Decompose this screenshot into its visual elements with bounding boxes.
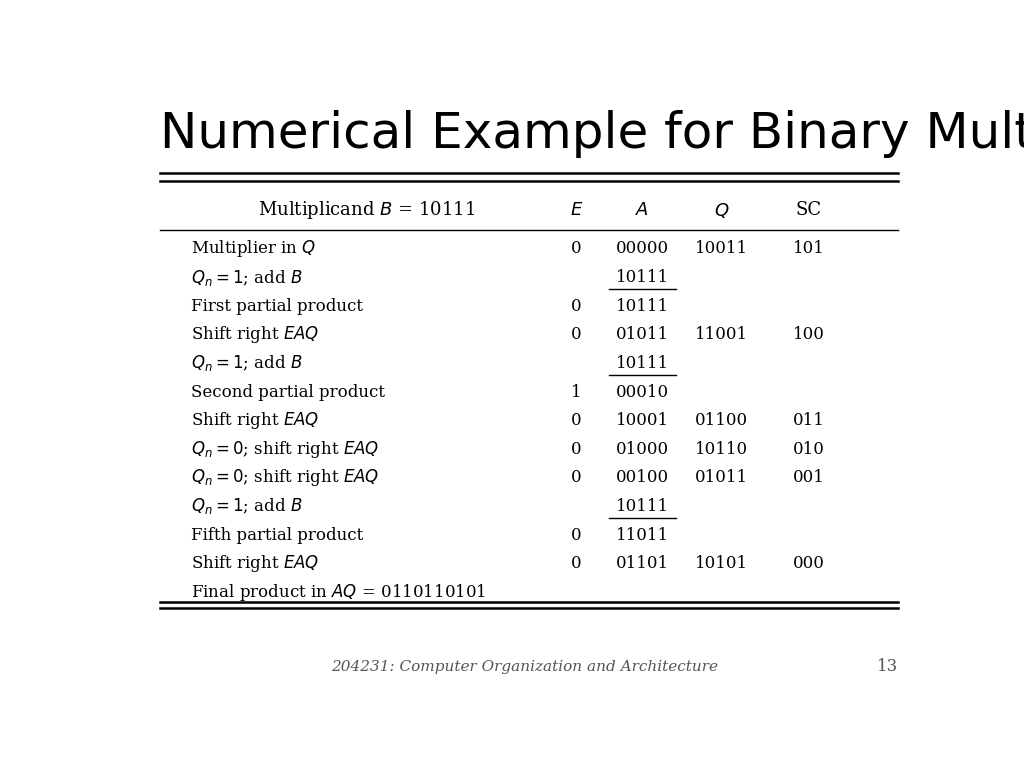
Text: Multiplicand $B$ = 10111: Multiplicand $B$ = 10111 bbox=[258, 200, 474, 221]
Text: 0: 0 bbox=[571, 240, 582, 257]
Text: 10110: 10110 bbox=[695, 441, 749, 458]
Text: 11001: 11001 bbox=[695, 326, 749, 343]
Text: $Q_n = 0$; shift right $EAQ$: $Q_n = 0$; shift right $EAQ$ bbox=[191, 468, 380, 488]
Text: 10111: 10111 bbox=[615, 498, 669, 515]
Text: 000: 000 bbox=[793, 555, 825, 572]
Text: $Q_n = 0$; shift right $EAQ$: $Q_n = 0$; shift right $EAQ$ bbox=[191, 439, 380, 460]
Text: SC: SC bbox=[796, 201, 822, 220]
Text: 10111: 10111 bbox=[615, 269, 669, 286]
Text: 01101: 01101 bbox=[615, 555, 669, 572]
Text: 01011: 01011 bbox=[695, 469, 749, 486]
Text: 010: 010 bbox=[793, 441, 825, 458]
Text: 11011: 11011 bbox=[615, 527, 669, 544]
Text: 011: 011 bbox=[793, 412, 825, 429]
Text: $Q$: $Q$ bbox=[714, 201, 729, 220]
Text: Second partial product: Second partial product bbox=[191, 383, 385, 401]
Text: 10111: 10111 bbox=[615, 298, 669, 315]
Text: $A$: $A$ bbox=[635, 201, 649, 220]
Text: 10011: 10011 bbox=[695, 240, 749, 257]
Text: 0: 0 bbox=[571, 527, 582, 544]
Text: 100: 100 bbox=[793, 326, 825, 343]
Text: 10001: 10001 bbox=[615, 412, 669, 429]
Text: 0: 0 bbox=[571, 555, 582, 572]
Text: 0: 0 bbox=[571, 326, 582, 343]
Text: 0: 0 bbox=[571, 469, 582, 486]
Text: 1: 1 bbox=[571, 383, 582, 401]
Text: $E$: $E$ bbox=[569, 201, 583, 220]
Text: 00100: 00100 bbox=[615, 469, 669, 486]
Text: Shift right $EAQ$: Shift right $EAQ$ bbox=[191, 410, 319, 431]
Text: Fifth partial product: Fifth partial product bbox=[191, 527, 364, 544]
Text: Shift right $EAQ$: Shift right $EAQ$ bbox=[191, 553, 319, 574]
Text: Final product in $AQ$ = 0110110101: Final product in $AQ$ = 0110110101 bbox=[191, 582, 486, 603]
Text: 10111: 10111 bbox=[615, 355, 669, 372]
Text: 001: 001 bbox=[793, 469, 825, 486]
Text: Shift right $EAQ$: Shift right $EAQ$ bbox=[191, 324, 319, 346]
Text: Numerical Example for Binary Multiplier: Numerical Example for Binary Multiplier bbox=[160, 110, 1024, 158]
Text: 204231: Computer Organization and Architecture: 204231: Computer Organization and Archit… bbox=[332, 660, 718, 674]
Text: 101: 101 bbox=[793, 240, 825, 257]
Text: $Q_n = 1$; add $B$: $Q_n = 1$; add $B$ bbox=[191, 267, 303, 287]
Text: First partial product: First partial product bbox=[191, 298, 364, 315]
Text: 00000: 00000 bbox=[615, 240, 669, 257]
Text: 01011: 01011 bbox=[615, 326, 669, 343]
Text: 0: 0 bbox=[571, 441, 582, 458]
Text: 00010: 00010 bbox=[615, 383, 669, 401]
Text: $Q_n = 1$; add $B$: $Q_n = 1$; add $B$ bbox=[191, 353, 303, 373]
Text: 01100: 01100 bbox=[695, 412, 749, 429]
Text: Multiplier in $Q$: Multiplier in $Q$ bbox=[191, 239, 316, 260]
Text: $Q_n = 1$; add $B$: $Q_n = 1$; add $B$ bbox=[191, 496, 303, 517]
Text: 13: 13 bbox=[877, 658, 898, 676]
Text: 0: 0 bbox=[571, 298, 582, 315]
Text: 01000: 01000 bbox=[615, 441, 669, 458]
Text: 10101: 10101 bbox=[695, 555, 749, 572]
Text: 0: 0 bbox=[571, 412, 582, 429]
